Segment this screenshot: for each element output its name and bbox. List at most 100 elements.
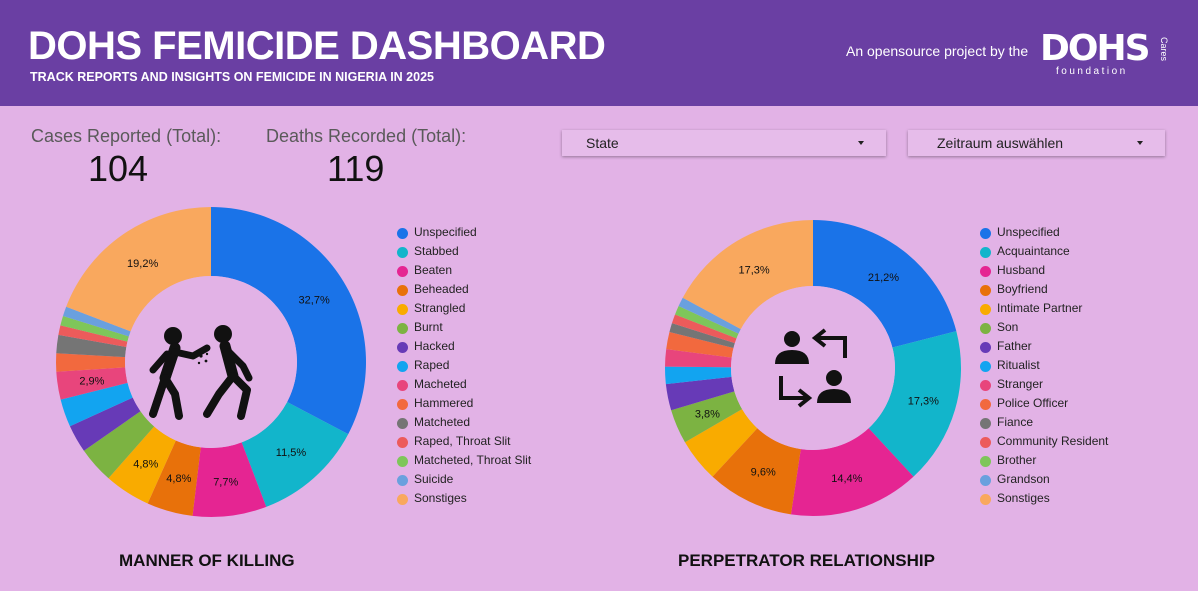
legend-label: Matcheted bbox=[414, 415, 471, 429]
slice-sonstiges[interactable] bbox=[66, 207, 211, 332]
legend-swatch bbox=[980, 494, 991, 505]
legend-swatch bbox=[397, 399, 408, 410]
legend-swatch bbox=[980, 228, 991, 239]
deaths-recorded-value: 119 bbox=[327, 148, 385, 189]
slice-son[interactable] bbox=[671, 391, 743, 443]
slice-stabbed[interactable] bbox=[241, 402, 349, 507]
legend-swatch bbox=[397, 266, 408, 277]
legend-label: Beaten bbox=[414, 263, 453, 277]
legend-label: Macheted bbox=[414, 377, 467, 391]
legend-swatch bbox=[980, 323, 991, 334]
slice-data-label: 2,9% bbox=[79, 375, 104, 387]
perpetrator-relationship-title: PERPETRATOR RELATIONSHIP bbox=[678, 551, 935, 570]
legend-swatch bbox=[980, 361, 991, 372]
slice-unspecified[interactable] bbox=[211, 207, 366, 435]
legend-swatch bbox=[980, 380, 991, 391]
slice-sonstiges[interactable] bbox=[682, 220, 813, 330]
legend-label: Ritualist bbox=[997, 358, 1040, 372]
manner-of-killing-donut: 32,7% 11,5% 7,7% 4,8% 4,8% 2,9% 19,2% bbox=[55, 207, 366, 517]
legend-swatch bbox=[397, 437, 408, 448]
legend-swatch bbox=[980, 266, 991, 277]
legend-label: Boyfriend bbox=[997, 282, 1048, 296]
slice-data-label: 19,2% bbox=[127, 258, 158, 270]
legend-swatch bbox=[980, 247, 991, 258]
period-filter-label: Zeitraum auswählen bbox=[937, 135, 1064, 151]
slice-raped[interactable] bbox=[60, 382, 133, 427]
legend-label: Suicide bbox=[414, 472, 454, 486]
logo-cares-text: Cares bbox=[1159, 36, 1170, 62]
legend-swatch bbox=[397, 342, 408, 353]
slice-community-resident[interactable] bbox=[671, 314, 737, 344]
legend-label: Stranger bbox=[997, 377, 1044, 391]
legend-label: Raped, Throat Slit bbox=[414, 434, 511, 448]
slice-father[interactable] bbox=[665, 376, 735, 411]
legend-label: Hammered bbox=[414, 396, 474, 410]
manner-of-killing-title: MANNER OF KILLING bbox=[119, 551, 295, 570]
legend-label: Community Resident bbox=[997, 434, 1109, 448]
legend-label: Hacked bbox=[414, 339, 455, 353]
legend-label: Son bbox=[997, 320, 1019, 334]
slice-stranger[interactable] bbox=[665, 349, 732, 368]
legend-swatch bbox=[397, 361, 408, 372]
dohs-logo[interactable]: DOHS foundation Cares bbox=[1040, 28, 1170, 82]
legend-swatch bbox=[980, 399, 991, 410]
byline-text: An opensource project by the bbox=[846, 43, 1029, 59]
legend-label: Sonstiges bbox=[414, 491, 467, 505]
slice-police-officer[interactable] bbox=[666, 331, 734, 358]
slice-data-label: 9,6% bbox=[751, 467, 776, 479]
legend-swatch bbox=[980, 437, 991, 448]
slice-burnt[interactable] bbox=[83, 411, 155, 479]
slice-beaten[interactable] bbox=[192, 442, 267, 517]
slice-data-label: 17,3% bbox=[908, 395, 939, 407]
legend-swatch bbox=[397, 380, 408, 391]
slice-suicide[interactable] bbox=[62, 306, 131, 337]
chevron-down-icon bbox=[858, 141, 864, 145]
legend-label: Brother bbox=[997, 453, 1037, 467]
legend-label: Sonstiges bbox=[997, 491, 1050, 505]
slice-grandson[interactable] bbox=[678, 297, 741, 334]
legend-label: Strangled bbox=[414, 301, 466, 315]
slice-hacked[interactable] bbox=[69, 397, 141, 451]
legend-swatch bbox=[397, 475, 408, 486]
slice-intimate-partner[interactable] bbox=[684, 409, 758, 477]
legend-swatch bbox=[397, 285, 408, 296]
header-bar: DOHS FEMICIDE DASHBOARD TRACK REPORTS AN… bbox=[0, 0, 1198, 106]
slice-ritualist[interactable] bbox=[665, 366, 732, 385]
slice-acquaintance[interactable] bbox=[868, 331, 961, 477]
slice-husband[interactable] bbox=[790, 428, 914, 516]
slice-matcheted[interactable] bbox=[56, 334, 127, 358]
slice-boyfriend[interactable] bbox=[712, 428, 801, 515]
slice-beheaded[interactable] bbox=[147, 440, 201, 516]
people-exchange-icon bbox=[775, 328, 851, 408]
legend-swatch bbox=[980, 342, 991, 353]
legend-swatch bbox=[397, 247, 408, 258]
slice-data-label: 4,8% bbox=[133, 458, 158, 470]
violence-attack-icon bbox=[149, 325, 253, 420]
logo-subtext: foundation bbox=[1056, 66, 1128, 77]
perpetrator-relationship-donut: 21,2% 17,3% 14,4% 9,6% 3,8% 17,3% bbox=[665, 220, 961, 516]
slice-data-label: 7,7% bbox=[213, 477, 238, 489]
slice-macheted[interactable] bbox=[56, 367, 128, 400]
legend-label: Burnt bbox=[414, 320, 443, 334]
legend-label: Matcheted, Throat Slit bbox=[414, 453, 532, 467]
legend-label: Grandson bbox=[997, 472, 1050, 486]
slice-raped-throat-slit[interactable] bbox=[58, 325, 128, 347]
state-filter-label: State bbox=[586, 135, 619, 151]
legend-label: Fiance bbox=[997, 415, 1034, 429]
legend-label: Unspecified bbox=[414, 225, 477, 239]
slice-matcheted-throat-slit[interactable] bbox=[60, 315, 129, 342]
state-filter-dropdown[interactable]: State bbox=[562, 130, 886, 156]
legend-label: Intimate Partner bbox=[997, 301, 1083, 315]
legend-swatch bbox=[980, 456, 991, 467]
slice-data-label: 32,7% bbox=[299, 295, 330, 307]
legend-label: Father bbox=[997, 339, 1032, 353]
page-subtitle: TRACK REPORTS AND INSIGHTS ON FEMICIDE I… bbox=[30, 70, 434, 84]
slice-unspecified[interactable] bbox=[813, 220, 957, 348]
slice-strangled[interactable] bbox=[108, 426, 176, 504]
slice-hammered[interactable] bbox=[55, 353, 126, 372]
cases-reported-label: Cases Reported (Total): bbox=[31, 126, 222, 146]
legend-swatch bbox=[397, 418, 408, 429]
period-filter-dropdown[interactable]: Zeitraum auswählen bbox=[908, 130, 1165, 156]
slice-fiance[interactable] bbox=[669, 323, 735, 349]
slice-brother[interactable] bbox=[675, 305, 739, 339]
